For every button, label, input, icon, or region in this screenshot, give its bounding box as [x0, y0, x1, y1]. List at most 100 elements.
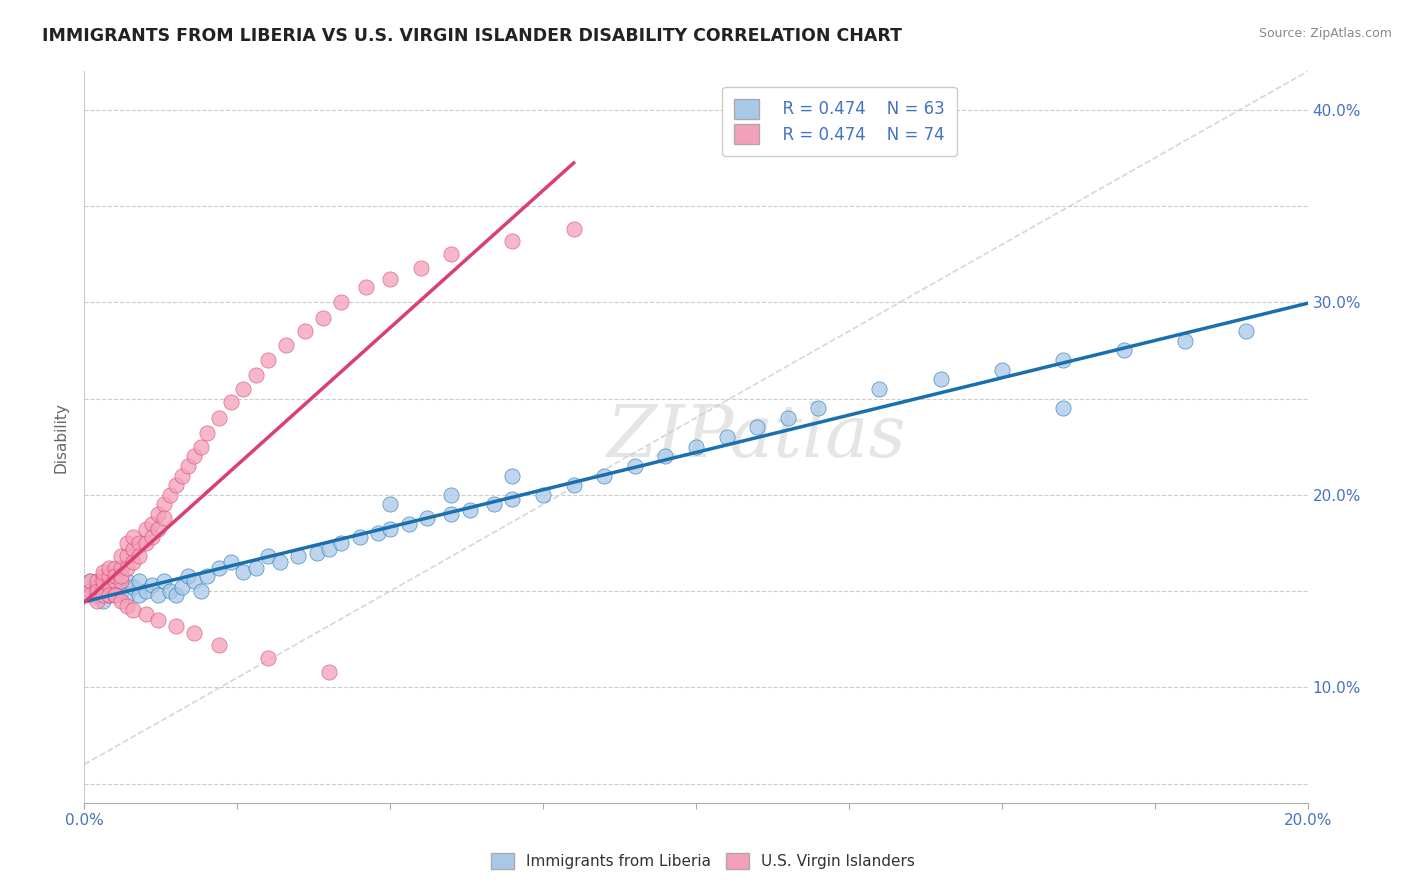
Point: [104, 568, 127, 582]
Point: [110, 561, 132, 575]
Point: [165, 588, 187, 602]
Point: [747, 420, 769, 434]
Point: [115, 574, 138, 589]
Point: [86, 588, 108, 602]
Point: [135, 584, 157, 599]
Point: [110, 574, 132, 589]
Point: [177, 568, 200, 582]
Point: [208, 638, 231, 652]
Point: [172, 468, 194, 483]
Point: [440, 507, 463, 521]
Point: [312, 310, 335, 325]
Point: [146, 588, 169, 602]
Point: [349, 530, 371, 544]
Point: [146, 507, 169, 521]
Point: [807, 401, 830, 416]
Point: [380, 498, 402, 512]
Point: [79, 588, 101, 602]
Point: [153, 498, 176, 512]
Point: [122, 541, 145, 556]
Point: [330, 536, 353, 550]
Point: [110, 568, 132, 582]
Point: [165, 618, 187, 632]
Point: [776, 410, 799, 425]
Point: [97, 588, 120, 602]
Point: [183, 574, 205, 589]
Point: [318, 541, 340, 556]
Point: [458, 503, 481, 517]
Point: [208, 410, 231, 425]
Point: [128, 574, 150, 589]
Point: [593, 468, 616, 483]
Point: [409, 260, 432, 275]
Point: [104, 561, 127, 575]
Point: [624, 458, 647, 473]
Text: Source: ZipAtlas.com: Source: ZipAtlas.com: [1258, 27, 1392, 40]
Point: [122, 555, 145, 569]
Point: [110, 593, 132, 607]
Point: [502, 491, 524, 506]
Point: [165, 478, 187, 492]
Point: [305, 545, 328, 559]
Point: [79, 584, 101, 599]
Point: [141, 530, 163, 544]
Point: [86, 574, 108, 589]
Point: [380, 272, 402, 286]
Point: [1052, 401, 1074, 416]
Point: [440, 247, 463, 261]
Point: [128, 588, 150, 602]
Point: [115, 599, 138, 614]
Point: [146, 523, 169, 537]
Point: [115, 561, 138, 575]
Point: [104, 574, 127, 589]
Point: [1052, 353, 1074, 368]
Point: [122, 580, 145, 594]
Text: IMMIGRANTS FROM LIBERIA VS U.S. VIRGIN ISLANDER DISABILITY CORRELATION CHART: IMMIGRANTS FROM LIBERIA VS U.S. VIRGIN I…: [42, 27, 903, 45]
Point: [991, 362, 1014, 376]
Point: [502, 234, 524, 248]
Point: [398, 516, 420, 531]
Point: [440, 488, 463, 502]
Y-axis label: Disability: Disability: [53, 401, 69, 473]
Point: [416, 511, 439, 525]
Point: [482, 498, 505, 512]
Point: [115, 549, 138, 564]
Point: [91, 574, 114, 589]
Point: [128, 549, 150, 564]
Point: [159, 488, 181, 502]
Point: [195, 568, 218, 582]
Point: [276, 337, 298, 351]
Point: [183, 450, 205, 464]
Point: [86, 593, 108, 607]
Point: [97, 561, 120, 575]
Point: [115, 536, 138, 550]
Point: [91, 588, 114, 602]
Point: [97, 588, 120, 602]
Point: [269, 555, 291, 569]
Legend:   R = 0.474    N = 63,   R = 0.474    N = 74: R = 0.474 N = 63, R = 0.474 N = 74: [723, 87, 956, 156]
Point: [232, 382, 254, 396]
Point: [531, 488, 554, 502]
Point: [86, 584, 108, 599]
Point: [172, 580, 194, 594]
Point: [562, 222, 585, 236]
Point: [219, 555, 242, 569]
Point: [91, 565, 114, 579]
Point: [190, 440, 212, 454]
Point: [97, 568, 120, 582]
Text: ZIPatlas: ZIPatlas: [607, 401, 907, 473]
Point: [91, 568, 114, 582]
Point: [135, 523, 157, 537]
Point: [91, 593, 114, 607]
Point: [318, 665, 340, 679]
Point: [104, 580, 127, 594]
Point: [115, 588, 138, 602]
Point: [135, 536, 157, 550]
Point: [1114, 343, 1136, 358]
Point: [128, 536, 150, 550]
Point: [219, 395, 242, 409]
Point: [685, 440, 707, 454]
Point: [79, 574, 101, 589]
Point: [153, 511, 176, 525]
Point: [380, 523, 402, 537]
